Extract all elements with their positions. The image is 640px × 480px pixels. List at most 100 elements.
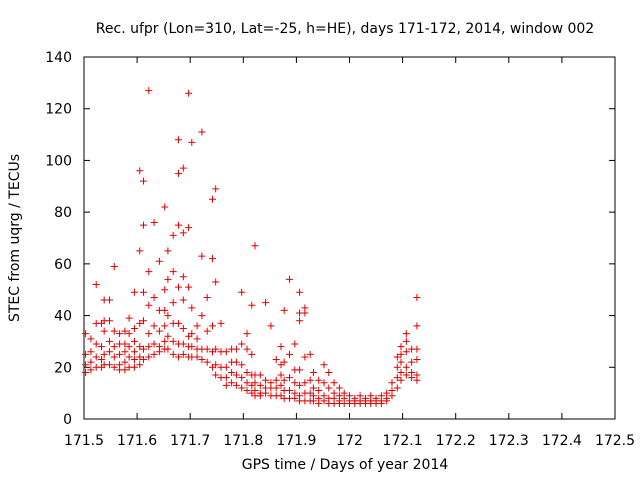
data-point (251, 242, 259, 250)
data-point (272, 376, 280, 384)
data-point (402, 337, 410, 345)
data-point (301, 379, 309, 387)
data-point (179, 229, 187, 237)
data-point (125, 353, 133, 361)
data-point (130, 348, 138, 356)
data-point (164, 275, 172, 283)
data-point (136, 343, 144, 351)
data-points (82, 87, 421, 407)
data-point (408, 374, 416, 382)
data-point (232, 371, 240, 379)
data-point (82, 330, 90, 338)
data-point (309, 384, 317, 392)
data-point (203, 345, 211, 353)
data-point (155, 348, 163, 356)
data-point (262, 299, 270, 307)
data-point (188, 304, 196, 312)
data-point (238, 384, 246, 392)
data-point (256, 392, 264, 400)
data-point (179, 273, 187, 281)
data-point (139, 356, 147, 364)
data-point (193, 335, 201, 343)
data-point (272, 384, 280, 392)
data-point (402, 330, 410, 338)
data-point (243, 345, 251, 353)
data-point (397, 358, 405, 366)
data-point (388, 379, 396, 387)
data-point (397, 376, 405, 384)
data-point (121, 348, 129, 356)
data-point (105, 296, 113, 304)
data-point (413, 345, 421, 353)
y-tick-label: 140 (45, 50, 72, 66)
data-point (179, 325, 187, 332)
data-point (179, 350, 187, 358)
data-point (175, 353, 183, 361)
data-point (161, 203, 169, 211)
data-point (121, 358, 129, 366)
data-point (296, 317, 304, 325)
data-point (185, 283, 193, 291)
data-point (198, 128, 206, 136)
data-point (125, 330, 133, 338)
data-point (330, 379, 338, 387)
data-point (238, 288, 246, 296)
data-point (175, 283, 183, 291)
x-tick-label: 172.3 (489, 433, 529, 449)
data-point (291, 394, 299, 402)
data-point (87, 366, 95, 374)
data-point (185, 89, 193, 97)
data-point (87, 348, 95, 356)
data-point (277, 371, 285, 379)
axis-ticks (83, 56, 616, 420)
data-point (175, 319, 183, 327)
data-point (256, 381, 264, 389)
data-point (169, 268, 177, 276)
data-point (136, 167, 144, 175)
data-point (209, 322, 217, 330)
data-point (377, 399, 385, 407)
data-point (272, 356, 280, 364)
data-point (203, 358, 211, 366)
y-tick-label: 100 (45, 153, 72, 169)
data-point (150, 340, 158, 348)
y-axis-label: STEC from uqrg / TECUs (7, 154, 23, 322)
data-point (169, 337, 177, 345)
data-point (161, 306, 169, 314)
data-point (402, 363, 410, 371)
data-point (139, 345, 147, 353)
data-point (280, 358, 288, 366)
data-point (408, 358, 416, 366)
data-point (393, 384, 401, 392)
data-point (393, 353, 401, 361)
data-point (98, 343, 106, 351)
y-tick-label: 20 (54, 360, 72, 376)
data-point (105, 348, 113, 356)
data-point (397, 350, 405, 358)
y-tick-label: 80 (54, 205, 72, 221)
data-point (262, 389, 270, 397)
data-point (222, 374, 230, 382)
data-point (243, 387, 251, 395)
data-point (179, 164, 187, 172)
data-point (136, 353, 144, 361)
data-point (285, 275, 293, 283)
data-point (185, 224, 193, 232)
data-point (228, 379, 236, 387)
data-point (232, 358, 240, 366)
data-point (251, 379, 259, 387)
chart-title: Rec. ufpr (Lon=310, Lat=-25, h=HE), days… (96, 21, 594, 37)
data-point (280, 376, 288, 384)
data-point (248, 301, 256, 309)
data-point (315, 387, 323, 395)
data-point (212, 185, 220, 193)
data-point (296, 381, 304, 389)
data-point (145, 87, 153, 95)
data-point (164, 247, 172, 255)
data-point (139, 317, 147, 325)
data-point (82, 368, 90, 376)
data-point (320, 379, 328, 387)
data-point (161, 322, 169, 330)
data-point (82, 361, 90, 369)
